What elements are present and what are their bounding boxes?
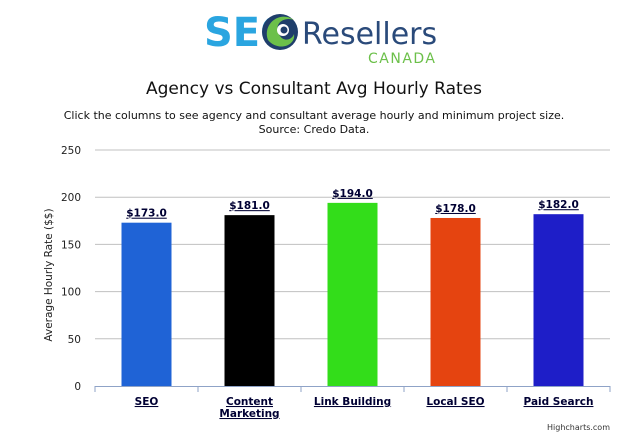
bar-content-marketing[interactable] — [224, 215, 275, 386]
y-tick-label: 150 — [61, 239, 81, 251]
data-label[interactable]: $178.0 — [435, 203, 476, 215]
bars — [121, 202, 584, 386]
bar-paid-search[interactable] — [533, 214, 584, 386]
data-label[interactable]: $173.0 — [126, 208, 167, 220]
chart-subtitle-line-2: Source: Credo Data. — [258, 123, 370, 136]
chart-subtitle-line-1: Click the columns to see agency and cons… — [63, 109, 565, 122]
x-tick-label[interactable]: Marketing — [219, 408, 279, 420]
data-label[interactable]: $181.0 — [229, 200, 270, 212]
logo-swirl-icon — [262, 14, 298, 50]
bar-link-building[interactable] — [327, 202, 378, 386]
data-label[interactable]: $182.0 — [538, 199, 579, 211]
x-tick-label[interactable]: Paid Search — [524, 396, 594, 408]
y-tick-label: 200 — [61, 192, 81, 204]
y-axis-ticks: 0 50 100 150 200 250 — [61, 145, 81, 393]
bar-seo[interactable] — [121, 222, 172, 386]
y-tick-label: 250 — [61, 145, 81, 157]
x-tick-label[interactable]: Link Building — [314, 396, 391, 408]
data-labels: $173.0 $181.0 $194.0 $178.0 $182.0 — [126, 188, 579, 220]
y-axis-title: Average Hourly Rate ($$) — [43, 208, 55, 341]
logo-resellers-text: Resellers — [302, 17, 437, 52]
x-tick-label[interactable]: SEO — [135, 396, 159, 408]
seo-resellers-canada-logo: SEO Resellers CANADA — [204, 10, 437, 67]
y-tick-label: 0 — [74, 381, 81, 393]
data-label[interactable]: $194.0 — [332, 188, 373, 200]
chart-subtitle: Click the columns to see agency and cons… — [0, 109, 628, 137]
x-axis — [94, 386, 611, 392]
highcharts-credits[interactable]: Highcharts.com — [547, 423, 610, 432]
x-tick-label[interactable]: Content — [226, 396, 273, 408]
logo-canada-text: CANADA — [368, 51, 437, 67]
bar-local-seo[interactable] — [430, 217, 481, 386]
y-tick-label: 100 — [61, 287, 81, 299]
y-tick-label: 50 — [68, 334, 81, 346]
chart-title: Agency vs Consultant Avg Hourly Rates — [146, 79, 482, 99]
x-tick-label[interactable]: Local SEO — [426, 396, 484, 408]
